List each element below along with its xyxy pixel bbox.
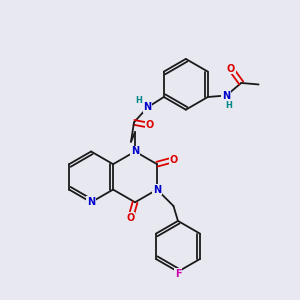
Text: H: H: [136, 96, 142, 105]
Text: N: N: [87, 197, 95, 207]
Text: O: O: [169, 155, 178, 165]
Text: O: O: [227, 64, 235, 74]
Text: N: N: [143, 102, 152, 112]
Text: F: F: [175, 269, 181, 279]
Text: O: O: [127, 213, 135, 223]
Text: N: N: [131, 146, 139, 157]
Text: N: N: [222, 91, 230, 100]
Text: N: N: [153, 184, 161, 195]
Text: O: O: [146, 120, 154, 130]
Text: H: H: [225, 100, 232, 109]
